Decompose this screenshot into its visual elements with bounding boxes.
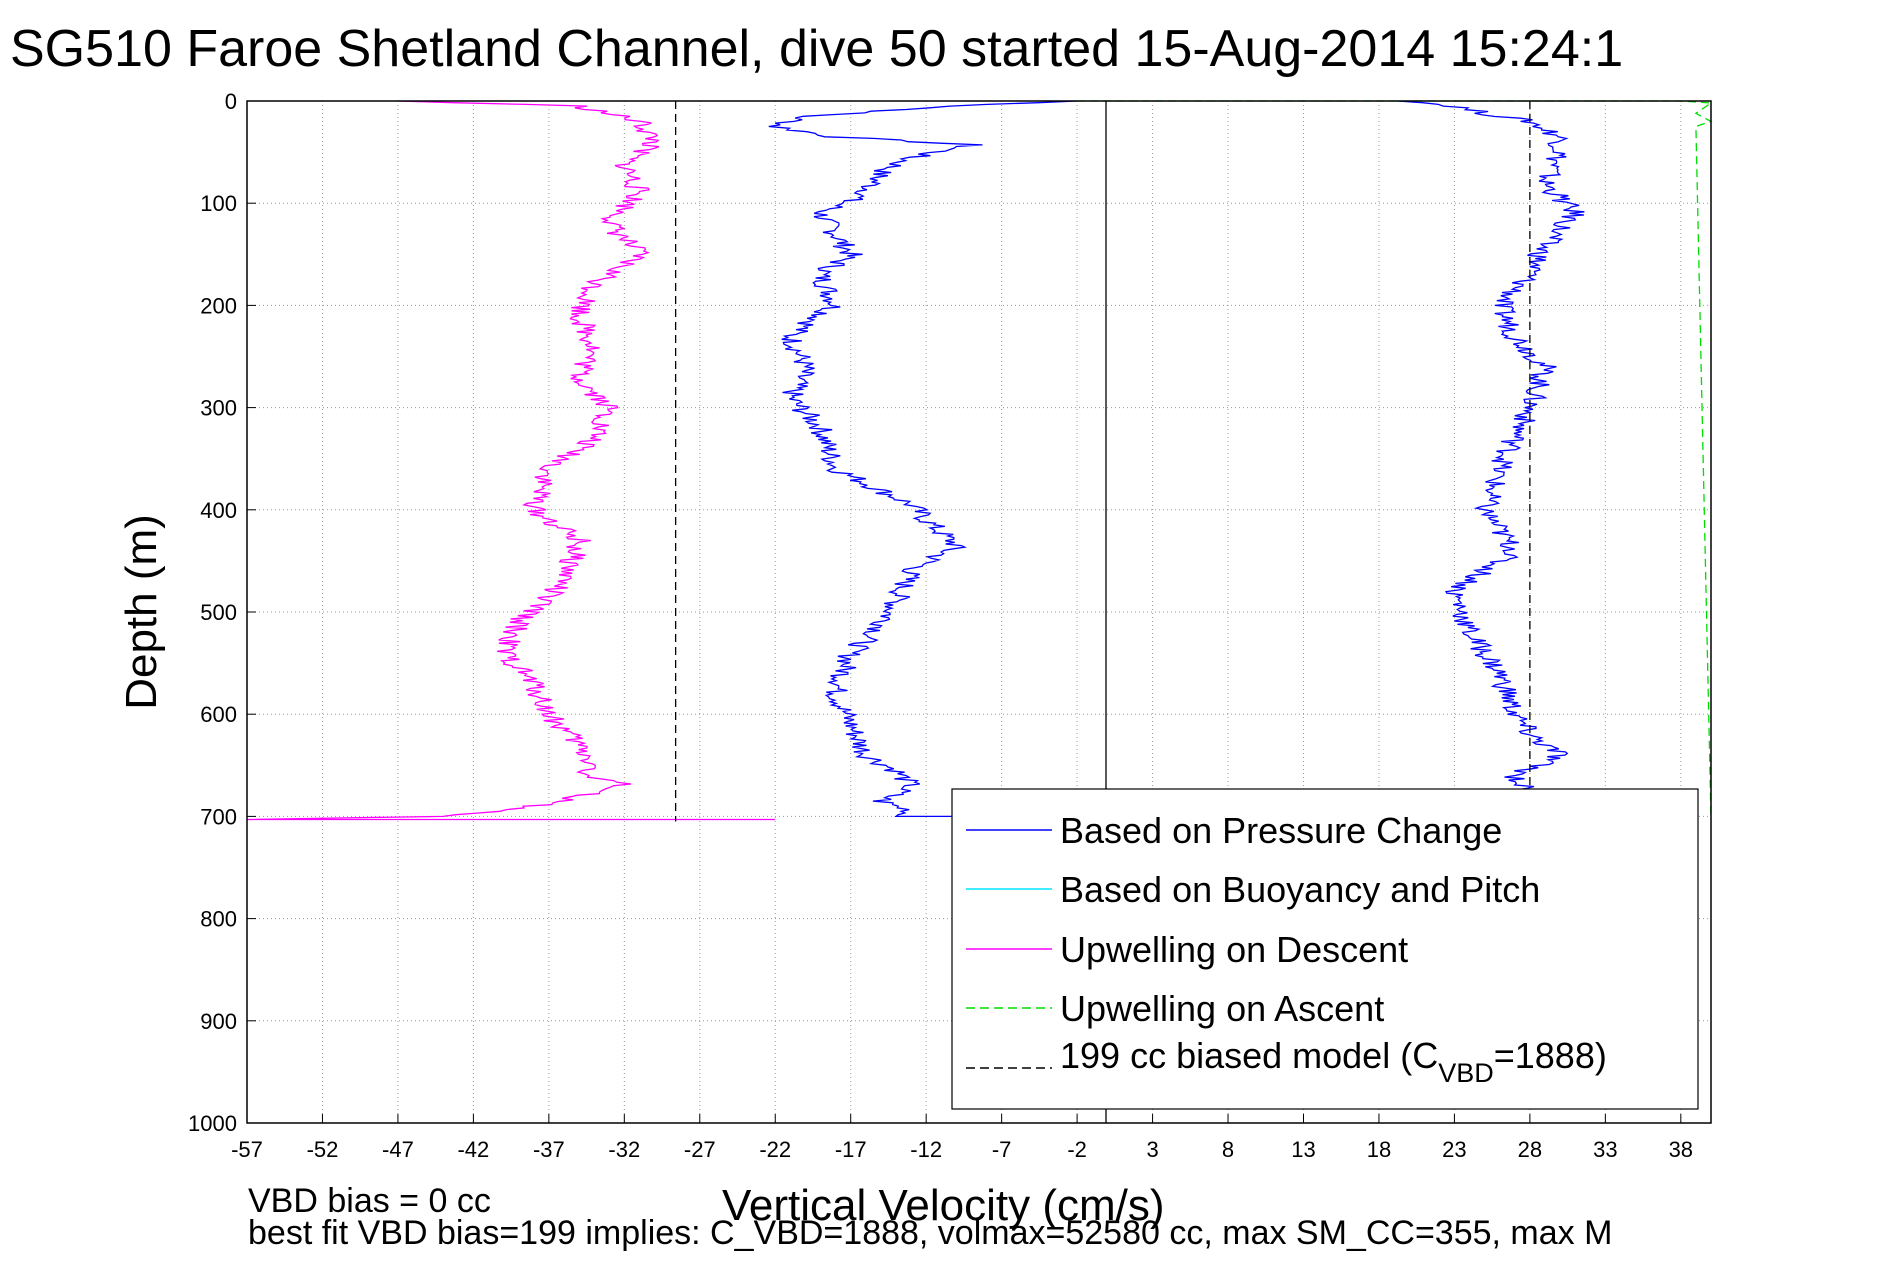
y-tick-label: 500 — [200, 600, 237, 625]
y-tick-label: 0 — [225, 89, 237, 114]
legend-model-end: =1888) — [1494, 1035, 1607, 1076]
y-tick-label: 300 — [200, 396, 237, 421]
x-tick-label: 8 — [1222, 1137, 1234, 1162]
y-tick-label: 400 — [200, 498, 237, 523]
x-tick-label: -27 — [684, 1137, 716, 1162]
pressure-change-ascent-trace — [1397, 100, 1585, 797]
legend-label-buoyancy: Based on Buoyancy and Pitch — [1060, 869, 1540, 910]
y-tick-label: 200 — [200, 293, 237, 318]
x-tick-label: 38 — [1669, 1137, 1693, 1162]
y-axis-label: Depth (m) — [117, 514, 166, 710]
x-tick-label: -37 — [533, 1137, 565, 1162]
x-tick-label: -32 — [608, 1137, 640, 1162]
upwelling-descent-trace — [246, 100, 776, 821]
x-tick-label: -57 — [231, 1137, 263, 1162]
x-tick-label: -7 — [992, 1137, 1012, 1162]
y-tick-label: 800 — [200, 907, 237, 932]
chart-title: SG510 Faroe Shetland Channel, dive 50 st… — [10, 20, 1623, 78]
y-tick-label: 900 — [200, 1009, 237, 1034]
upwelling-ascent-trace — [1077, 100, 1713, 820]
x-tick-label: -2 — [1067, 1137, 1087, 1162]
x-tick-label: -17 — [835, 1137, 867, 1162]
footnote-best-fit: best fit VBD bias=199 implies: C_VBD=188… — [248, 1214, 1612, 1252]
pressure-change-descent-trace — [768, 100, 1077, 818]
y-tick-label: 100 — [200, 191, 237, 216]
footnote-vbd-bias: VBD bias = 0 cc — [248, 1182, 491, 1220]
x-tick-label: -22 — [759, 1137, 791, 1162]
x-tick-label: 28 — [1518, 1137, 1542, 1162]
data-traces — [246, 100, 1713, 822]
x-tick-labels: -57 -52 -47 -42 -37 -32 -27 -22 -17 -12 -7 -2 3 8 13 18… — [231, 1114, 1693, 1162]
legend-label-ascent: Upwelling on Ascent — [1060, 988, 1384, 1029]
x-tick-label: -12 — [910, 1137, 942, 1162]
legend-model-main: 199 cc biased model (C — [1060, 1035, 1438, 1076]
x-tick-label: -52 — [307, 1137, 339, 1162]
plot-area: -57 -52 -47 -42 -37 -32 -27 -22 -17 -12 -7 -2 3 8 13 18… — [188, 89, 1713, 1162]
x-tick-label: 18 — [1367, 1137, 1391, 1162]
x-tick-label: 23 — [1442, 1137, 1466, 1162]
x-tick-label: -42 — [457, 1137, 489, 1162]
x-tick-label: 13 — [1291, 1137, 1315, 1162]
legend-box — [951, 788, 1699, 1110]
x-tick-label: -47 — [382, 1137, 414, 1162]
legend-label-descent: Upwelling on Descent — [1060, 929, 1408, 970]
y-tick-label: 700 — [200, 804, 237, 829]
legend-label-pressure: Based on Pressure Change — [1060, 810, 1502, 851]
legend: Based on Pressure Change Based on Buoyan… — [951, 788, 1699, 1110]
y-tick-label: 1000 — [188, 1111, 237, 1136]
x-axis-label: Vertical Velocity (cm/s) — [722, 1181, 1165, 1230]
y-tick-labels: 0 100 200 300 400 500 600 700 800 900 1000 — [188, 89, 256, 1136]
x-tick-label: 33 — [1593, 1137, 1617, 1162]
legend-label-model: 199 cc biased model (CVBD=1888) — [1060, 1035, 1607, 1088]
x-tick-label: 3 — [1146, 1137, 1158, 1162]
legend-model-subscript: VBD — [1438, 1058, 1494, 1088]
y-tick-label: 600 — [200, 702, 237, 727]
